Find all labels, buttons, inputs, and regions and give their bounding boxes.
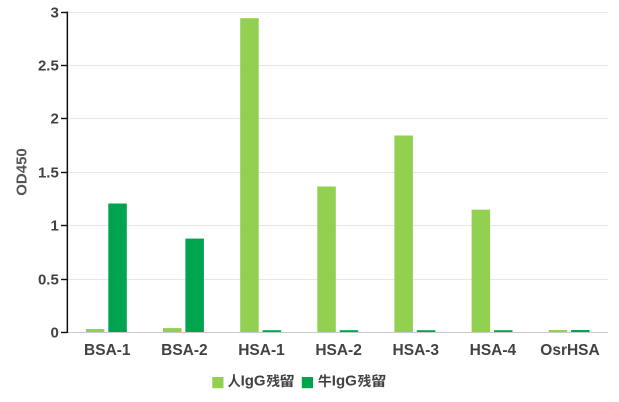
svg-text:2: 2 — [50, 110, 58, 127]
svg-text:0.5: 0.5 — [38, 271, 59, 288]
svg-text:1: 1 — [50, 217, 58, 234]
svg-text:OD450: OD450 — [14, 148, 31, 196]
svg-text:HSA-4: HSA-4 — [470, 342, 517, 359]
svg-text:3: 3 — [50, 4, 58, 21]
svg-text:IgG: IgG — [332, 373, 357, 390]
svg-text:OsrHSA: OsrHSA — [540, 342, 599, 359]
svg-text:HSA-1: HSA-1 — [238, 342, 285, 359]
svg-text:HSA-2: HSA-2 — [315, 342, 362, 359]
svg-text:1.5: 1.5 — [38, 164, 59, 181]
svg-text:BSA-1: BSA-1 — [84, 342, 131, 359]
svg-text:BSA-2: BSA-2 — [161, 342, 208, 359]
svg-text:0: 0 — [50, 324, 58, 341]
svg-text:2.5: 2.5 — [38, 57, 59, 74]
svg-text:HSA-3: HSA-3 — [393, 342, 440, 359]
svg-text:IgG: IgG — [241, 373, 266, 390]
